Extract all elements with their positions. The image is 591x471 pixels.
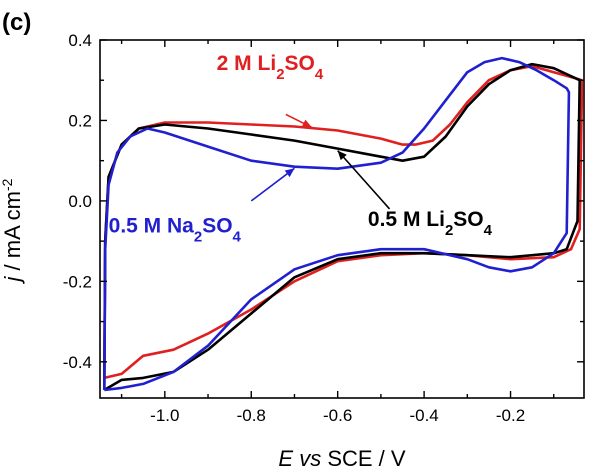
- x-axis-label-italic: E vs: [278, 446, 321, 471]
- annotation-arrow-head-1: [337, 150, 347, 161]
- y-tick-label: -0.4: [63, 353, 92, 372]
- series-labels: 2 M Li2SO4 0.5 M Na2SO4 0.5 M Li2SO4: [109, 52, 493, 245]
- plot-frame: [99, 39, 585, 399]
- axes: [99, 39, 585, 399]
- series-line-1: [103, 62, 581, 392]
- series-line-2: [103, 56, 571, 392]
- series-label-2: 0.5 M Na2SO4: [109, 214, 242, 245]
- x-tick-label: -0.8: [237, 406, 266, 425]
- series-label-1: 0.5 M Li2SO4: [368, 208, 493, 239]
- y-tick-label: 0.2: [68, 111, 92, 130]
- panel-label: (c): [2, 9, 31, 36]
- x-tick-label: -1.0: [150, 406, 179, 425]
- series-line-0: [103, 64, 584, 380]
- x-axis-label: E vs SCE / V: [278, 446, 405, 471]
- y-tick-label: 0.0: [68, 192, 92, 211]
- annotation-arrow-line-1: [337, 150, 391, 210]
- y-axis-label-sup: -2: [0, 178, 15, 191]
- y-tick-label: -0.2: [63, 272, 92, 291]
- series-label-0: 2 M Li2SO4: [217, 52, 324, 83]
- curves: [103, 56, 584, 392]
- annotation-arrow-head-0: [301, 119, 312, 128]
- x-axis-label-rest: SCE / V: [321, 446, 406, 471]
- y-axis-label: j / mA cm-2: [0, 178, 25, 284]
- y-tick-label: 0.4: [68, 31, 92, 50]
- x-tick-label: -0.4: [409, 406, 438, 425]
- y-axis-label-rest: / mA cm: [0, 191, 25, 277]
- annotation-arrow-head-2: [284, 168, 295, 178]
- x-tick-label: -0.6: [323, 406, 352, 425]
- x-tick-label: -0.2: [496, 406, 525, 425]
- ticks: -1.0 -0.8 -0.6 -0.4 -0.2 -0.4 -0.2 0.0 0.2 0.4: [63, 31, 584, 425]
- y-axis-label-italic: j: [0, 275, 25, 284]
